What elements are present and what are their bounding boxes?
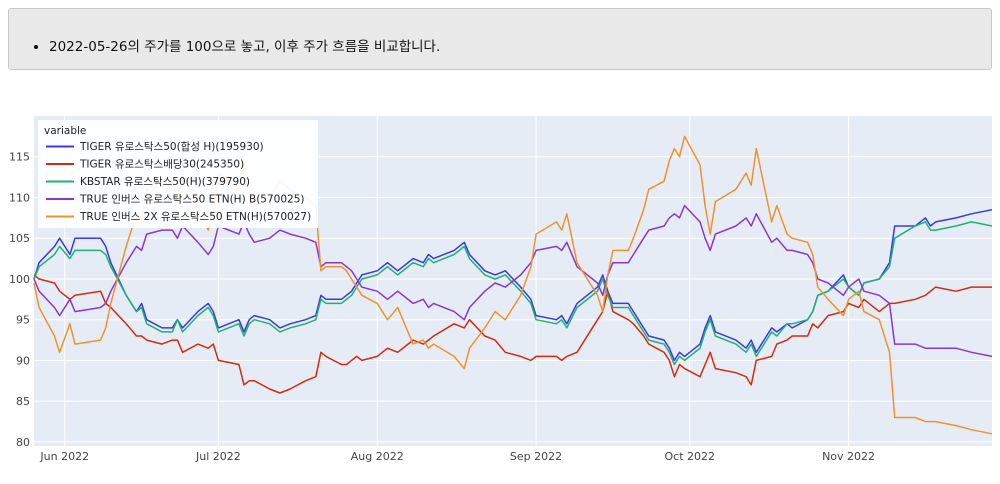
x-tick-label: Oct 2022 bbox=[664, 450, 715, 463]
note-box: 2022-05-26의 주가를 100으로 놓고, 이후 주가 흐름을 비교합니… bbox=[8, 8, 992, 70]
series-line-2 bbox=[33, 274, 992, 394]
y-tick-label: 110 bbox=[9, 191, 30, 204]
legend-label[interactable]: TRUE 인버스 2X 유로스탁스50 ETN(H)(570027) bbox=[79, 211, 311, 223]
y-tick-label: 85 bbox=[16, 395, 30, 408]
legend-label[interactable]: TIGER 유로스탁스50(합성 H)(195930) bbox=[79, 141, 264, 153]
legend-label[interactable]: TIGER 유로스탁스배당30(245350) bbox=[79, 159, 244, 171]
y-tick-label: 95 bbox=[16, 314, 30, 327]
series-line-4 bbox=[33, 204, 993, 358]
x-tick-label: Aug 2022 bbox=[351, 450, 404, 463]
legend-title: variable bbox=[44, 125, 86, 137]
y-tick-label: 90 bbox=[16, 354, 30, 367]
axis-ticks: 80 85 90 95 100 105 110 115 Jun 2022 Jul 2022 Aug … bbox=[9, 151, 875, 463]
x-tick-label: Sep 2022 bbox=[510, 450, 562, 463]
legend-label[interactable]: KBSTAR 유로스탁스50(H)(379790) bbox=[80, 176, 250, 188]
y-tick-label: 80 bbox=[16, 436, 30, 449]
series-line-3 bbox=[33, 221, 993, 366]
y-tick-label: 100 bbox=[9, 273, 30, 286]
legend-background bbox=[38, 120, 318, 228]
legend-label[interactable]: TRUE 인버스 유로스탁스50 ETN(H) B(570025) bbox=[79, 194, 305, 206]
x-tick-label: Jun 2022 bbox=[39, 450, 89, 463]
x-tick-label: Nov 2022 bbox=[822, 450, 875, 463]
x-tick-label: Jul 2022 bbox=[195, 450, 241, 463]
y-tick-label: 115 bbox=[9, 151, 30, 164]
y-tick-label: 105 bbox=[9, 232, 30, 245]
legend[interactable]: variable TIGER 유로스탁스50(합성 H)(195930) TIGER… bbox=[38, 120, 318, 228]
note-bullet: 2022-05-26의 주가를 100으로 놓고, 이후 주가 흐름을 비교합니… bbox=[49, 35, 440, 55]
